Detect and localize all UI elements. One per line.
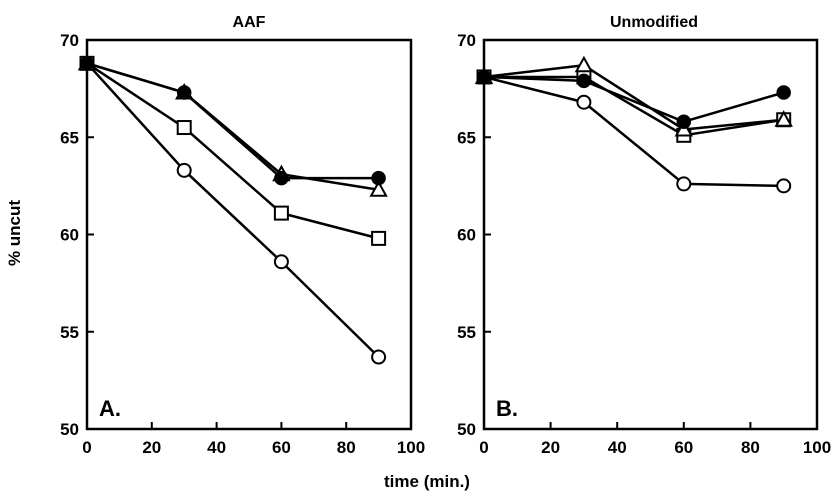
x-axis-label: time (min.) bbox=[384, 472, 470, 491]
panel-a-series-1-point bbox=[79, 56, 95, 71]
panel-b-series-1-line bbox=[483, 75, 785, 123]
panel-b-label: B. bbox=[496, 396, 518, 421]
panel-b-series-1-point bbox=[576, 73, 592, 89]
panel-b-series-3-line bbox=[484, 75, 784, 137]
panel-b-series-2-line bbox=[483, 64, 784, 131]
panel-a-series-4-point bbox=[371, 349, 387, 365]
panel-b-series-1-point bbox=[476, 69, 492, 85]
panel-b-ytick-label: 60 bbox=[457, 226, 476, 245]
panel-a-series-4-point bbox=[176, 162, 192, 178]
y-axis-label: % uncut bbox=[5, 200, 24, 266]
panel-a-ytick-label: 65 bbox=[60, 128, 79, 147]
panel-a-series-2-point bbox=[369, 180, 388, 197]
panel-b-xtick-label: 20 bbox=[541, 438, 560, 457]
panel-a-series-3-point bbox=[273, 205, 289, 221]
panel-b-xtick-label: 0 bbox=[479, 438, 488, 457]
panel-b-xtick-label: 80 bbox=[741, 438, 760, 457]
panel-b-xtick-label: 100 bbox=[803, 438, 831, 457]
panel-a-series-1-point bbox=[371, 170, 386, 186]
panel-b-series-4-line bbox=[483, 75, 784, 188]
panel-a-marks: 50 55 60 65 70 0 20 40 60 80 100 bbox=[60, 31, 425, 457]
panel-b-series-2-point bbox=[574, 55, 594, 73]
panel-a-series-1-point bbox=[274, 170, 289, 186]
panel-a-series-3-point bbox=[176, 120, 192, 136]
panel-b-ytick-label: 65 bbox=[457, 128, 476, 147]
panel-a-ytick-label: 60 bbox=[60, 226, 79, 245]
panel-a-xtick-label: 40 bbox=[207, 438, 226, 457]
panel-b-series-1-point bbox=[676, 114, 692, 129]
panel-a-label: A. bbox=[99, 396, 121, 421]
panel-a: AAF 50 55 60 65 70 0 20 40 60 80 100 A. bbox=[60, 14, 425, 457]
panel-a-series-1-point bbox=[176, 85, 192, 100]
panel-b-ytick-label: 50 bbox=[457, 420, 476, 439]
panel-b-ytick-label: 70 bbox=[457, 31, 476, 50]
panel-a-series-4-point bbox=[273, 254, 289, 270]
panel-a-ytick-label: 50 bbox=[60, 420, 79, 439]
panel-a-xtick-label: 80 bbox=[337, 438, 356, 457]
panel-a-xtick-label: 100 bbox=[397, 438, 425, 457]
panel-b-ytick-label: 55 bbox=[457, 323, 476, 342]
panel-b-xtick-label: 60 bbox=[674, 438, 693, 457]
panel-a-series-2-line bbox=[86, 62, 379, 191]
panel-a-series-4-line bbox=[86, 62, 380, 358]
panel-a-xtick-label: 0 bbox=[82, 438, 91, 457]
panel-b-series-4-point bbox=[676, 176, 692, 192]
panel-a-title: AAF bbox=[233, 14, 266, 31]
panel-b: Unmodified 50 55 60 65 70 0 20 40 60 80 100 B. bbox=[457, 14, 831, 457]
panel-b-marks: 50 55 60 65 70 0 20 40 60 80 100 bbox=[457, 31, 831, 457]
panel-a-series-3-line bbox=[86, 62, 379, 240]
panel-a-series-3-point bbox=[371, 230, 387, 246]
panel-b-title: Unmodified bbox=[610, 14, 698, 31]
panel-b-xtick-label: 40 bbox=[608, 438, 627, 457]
panel-a-series-1-line bbox=[86, 62, 379, 180]
panel-a-xtick-label: 60 bbox=[272, 438, 291, 457]
panel-b-series-2-point bbox=[774, 110, 793, 127]
panel-b-series-1-point bbox=[776, 85, 791, 100]
panel-a-ytick-label: 70 bbox=[60, 31, 79, 50]
panel-a-xtick-label: 20 bbox=[142, 438, 161, 457]
panel-b-series-4-point bbox=[576, 94, 592, 110]
panel-b-series-4-point bbox=[776, 178, 792, 194]
panel-a-ytick-label: 55 bbox=[60, 323, 79, 342]
